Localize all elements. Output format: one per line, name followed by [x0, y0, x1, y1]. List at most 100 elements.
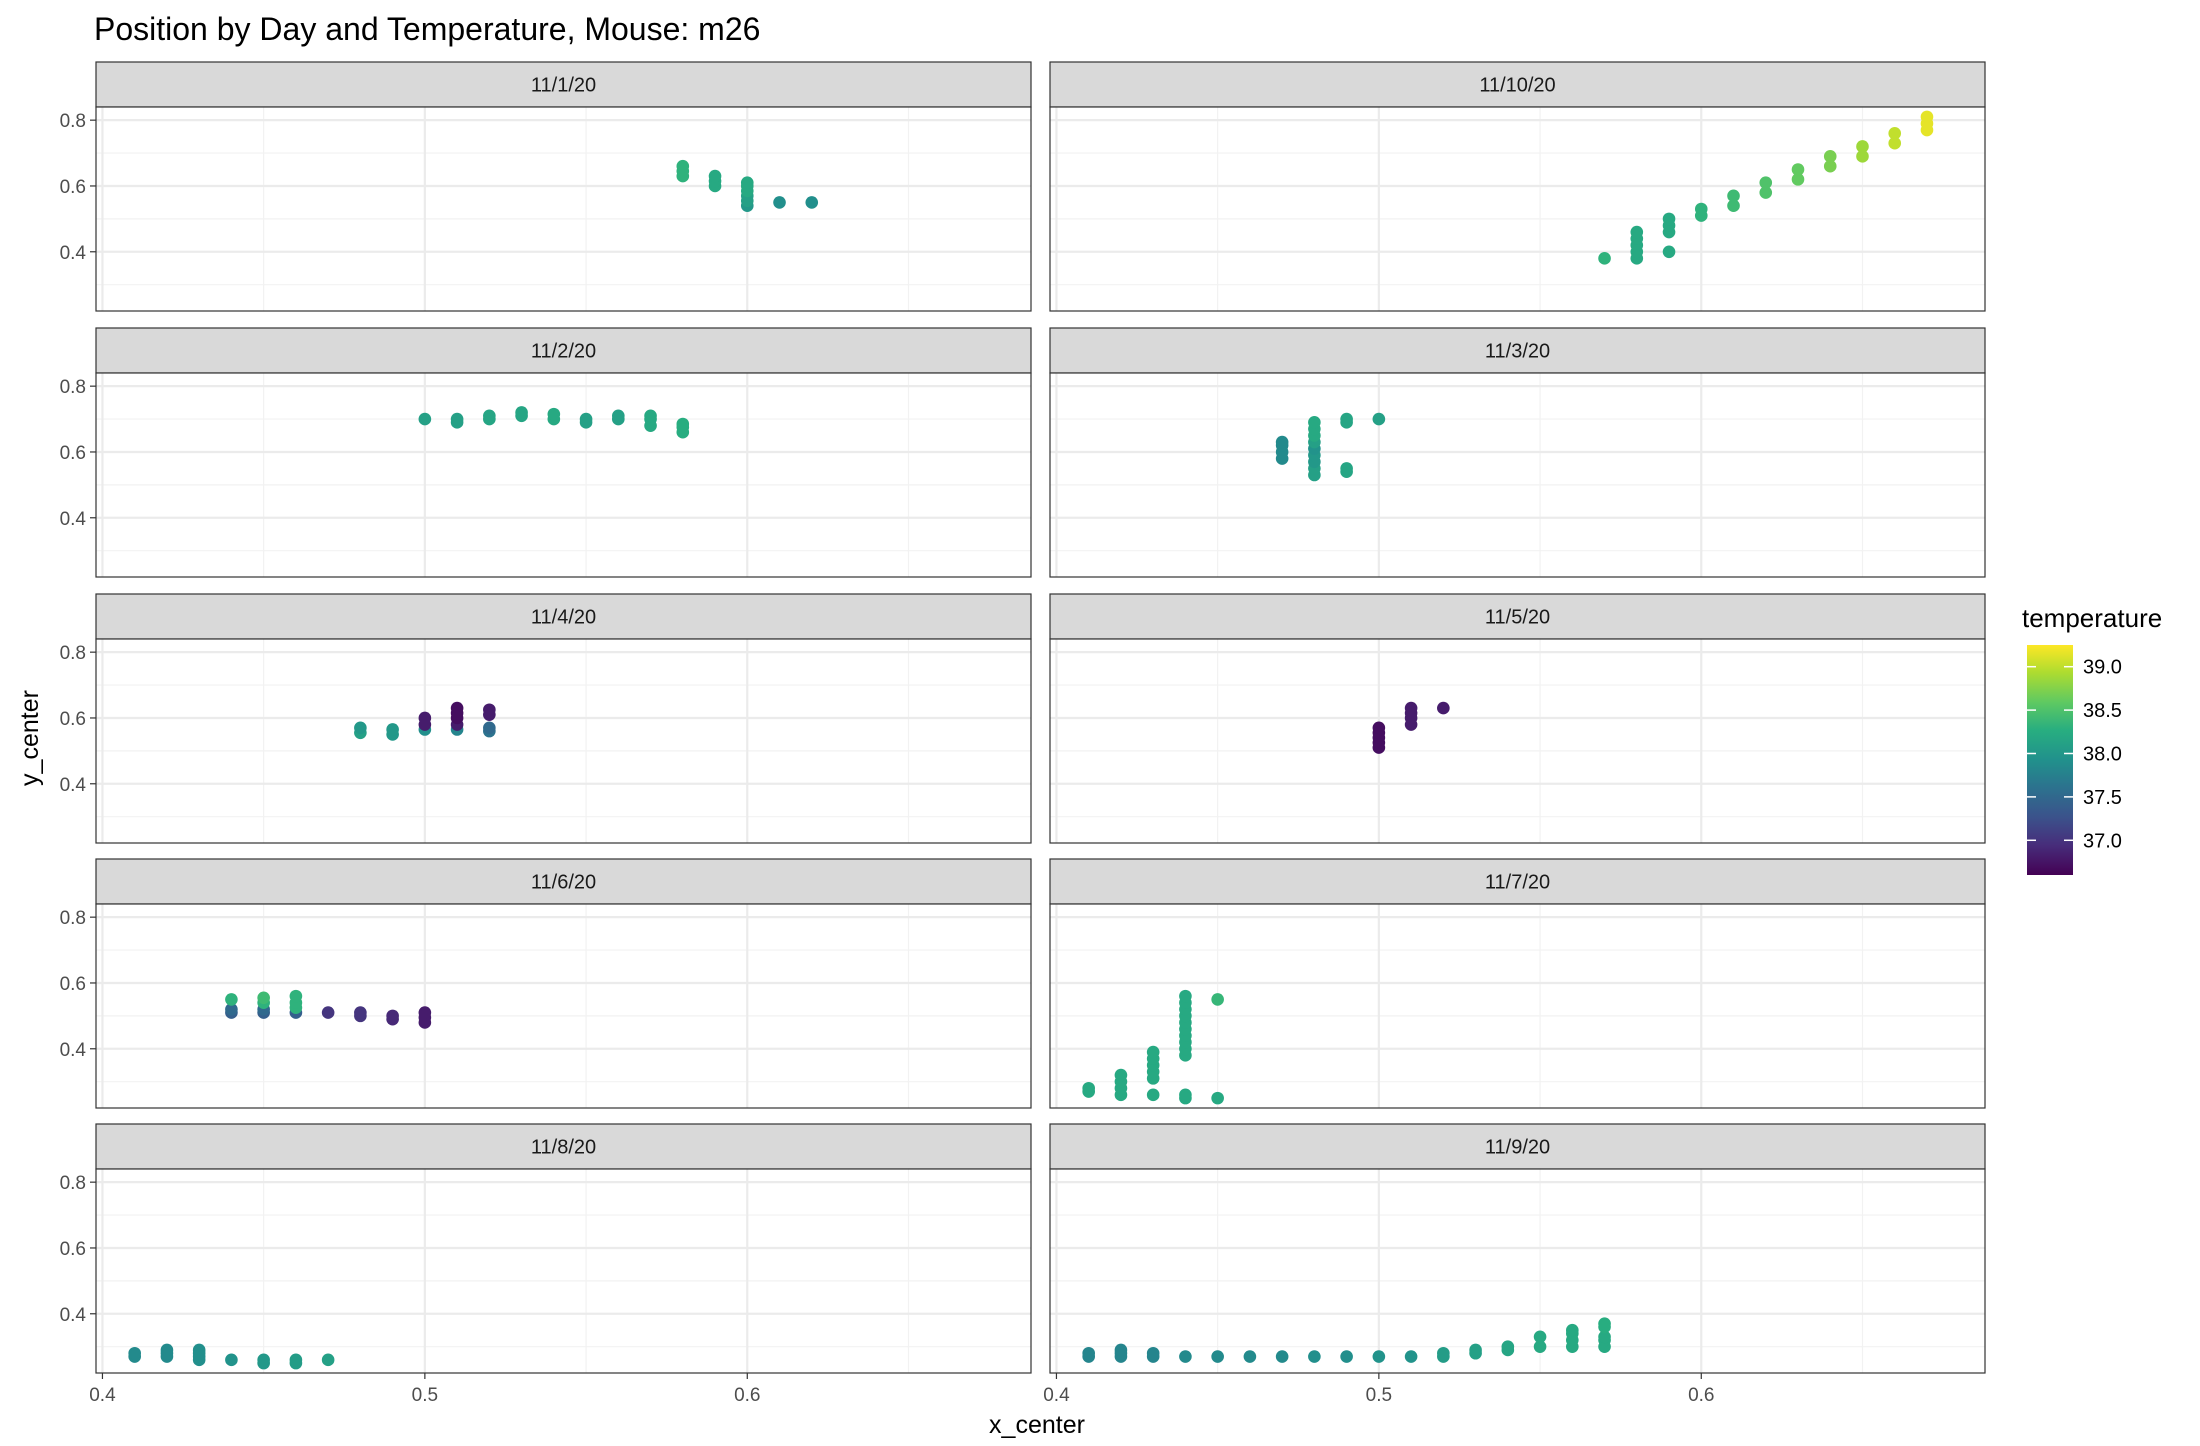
data-point [225, 993, 238, 1006]
facet-panel: 11/8/20 0.4 0.6 0.8 0.4 0.5 0.6 [60, 1123, 1032, 1406]
data-point [1308, 1350, 1321, 1363]
plot-background [96, 1169, 1031, 1373]
y-tick-label: 0.4 [60, 243, 87, 264]
data-point [1114, 1068, 1128, 1082]
data-point [1920, 110, 1934, 124]
facet-strip [1049, 61, 1986, 108]
data-point [1791, 173, 1805, 186]
facet-panels: 11/1/20 0.4 0.6 0.8 11/10/20 11/2/20 0.4 0.6 0.8… [60, 61, 1986, 1406]
data-point [1823, 159, 1837, 173]
data-point [708, 169, 722, 183]
y-tick-label: 0.8 [60, 111, 86, 132]
data-point [1823, 150, 1837, 163]
legend-tick-label: 39.0 [2083, 657, 2122, 679]
panel-border [1049, 1168, 1986, 1374]
legend-ticks: 39.0 38.5 38.0 37.5 37.0 [2027, 657, 2122, 852]
facet-strip-label: 11/9/20 [1485, 1137, 1550, 1159]
facet-panel: 11/2/20 0.4 0.6 0.8 [60, 327, 1032, 578]
data-point [225, 1002, 238, 1016]
data-point [1759, 186, 1773, 199]
facet-strip-label: 11/5/20 [1485, 607, 1550, 629]
data-point [386, 723, 399, 736]
data-point [805, 196, 819, 209]
data-point [1759, 176, 1773, 189]
plot-background [1050, 107, 1985, 311]
data-point [1791, 163, 1805, 176]
data-point [483, 409, 496, 423]
data-points [418, 406, 690, 439]
y-tick-label: 0.8 [60, 1173, 86, 1194]
data-point [1308, 416, 1321, 429]
plot-background [1050, 639, 1985, 843]
y-tick-label: 0.6 [60, 1239, 86, 1260]
data-point [1340, 412, 1353, 426]
data-point [515, 406, 528, 419]
data-points [128, 1343, 335, 1370]
panel-border [1049, 638, 1986, 844]
data-point [354, 721, 367, 735]
data-point [676, 159, 690, 173]
facet-strip-label: 11/2/20 [531, 341, 596, 363]
y-tick-label: 0.4 [60, 509, 87, 530]
x-tick-label: 0.5 [412, 1385, 438, 1406]
data-point [1404, 1350, 1418, 1363]
facet-strip [95, 858, 1032, 905]
facet-strip [1049, 858, 1986, 905]
plot-background [96, 639, 1031, 843]
data-point [1727, 199, 1740, 213]
panel-border [95, 106, 1032, 312]
data-point [1469, 1343, 1482, 1357]
data-point [160, 1343, 174, 1357]
data-point [740, 176, 754, 189]
data-points [1082, 1317, 1611, 1363]
data-points [225, 989, 432, 1029]
data-point [1566, 1323, 1579, 1337]
data-point [1372, 721, 1386, 735]
legend-title: temperature [2022, 603, 2162, 633]
legend-tick-label: 37.0 [2083, 830, 2122, 852]
facet-strip-label: 11/6/20 [531, 872, 596, 894]
y-tick-label: 0.8 [60, 908, 86, 929]
x-tick-label: 0.6 [734, 1385, 760, 1406]
data-point [386, 1009, 399, 1023]
data-point [1437, 701, 1450, 715]
panel-border [1049, 903, 1986, 1109]
facet-panel: 11/7/20 [1049, 858, 1986, 1109]
data-point [192, 1343, 206, 1357]
data-point [1372, 1350, 1386, 1363]
data-point [1211, 1350, 1224, 1363]
facet-panel: 11/9/20 0.4 0.5 0.6 [1043, 1123, 1986, 1406]
facet-strip-label: 11/7/20 [1485, 872, 1550, 894]
facet-panel: 11/6/20 0.4 0.6 0.8 [60, 858, 1032, 1109]
y-tick-label: 0.8 [60, 643, 86, 664]
x-tick-label: 0.4 [89, 1385, 116, 1406]
data-points [676, 159, 819, 213]
data-points [1598, 110, 1934, 265]
panel-border [95, 638, 1032, 844]
facet-panel: 11/5/20 [1049, 593, 1986, 844]
panel-border [1049, 106, 1986, 312]
data-point [1275, 435, 1289, 449]
data-point [676, 417, 690, 431]
data-point [1533, 1330, 1547, 1344]
facet-strip-label: 11/1/20 [531, 75, 596, 97]
data-point [1856, 140, 1869, 153]
facet-strip [1049, 593, 1986, 640]
data-point [450, 412, 464, 426]
data-point [1856, 150, 1869, 163]
legend-tick-label: 37.5 [2083, 787, 2122, 809]
y-tick-label: 0.6 [60, 709, 86, 730]
data-point [1211, 1091, 1224, 1105]
x-tick-label: 0.5 [1366, 1385, 1392, 1406]
data-point [257, 991, 270, 1005]
facet-strip-label: 11/3/20 [1485, 341, 1550, 363]
data-point [773, 196, 786, 209]
data-point [1630, 225, 1644, 239]
facet-strip-label: 11/8/20 [531, 1137, 596, 1159]
facet-strip [95, 327, 1032, 374]
x-tick-label: 0.4 [1043, 1385, 1070, 1406]
data-point [1340, 462, 1353, 475]
data-point [1179, 1350, 1192, 1363]
